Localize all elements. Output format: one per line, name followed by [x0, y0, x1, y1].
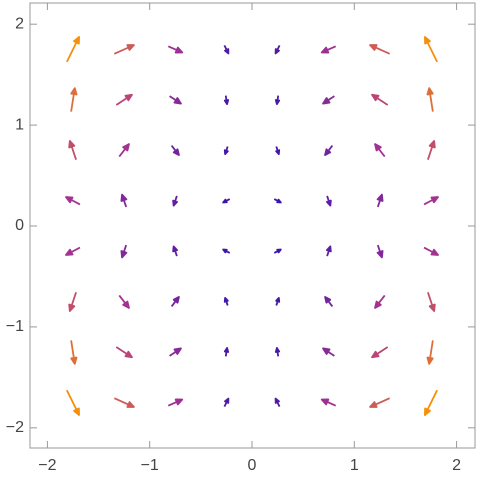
y-tick-label: −1 — [6, 318, 24, 335]
vector-arrow — [118, 294, 130, 309]
vector-arrow — [324, 145, 334, 156]
vector-arrow — [223, 44, 230, 55]
vector-arrow — [223, 95, 230, 105]
vector-arrow — [374, 143, 386, 158]
x-tick-label: 1 — [350, 457, 359, 474]
vector-arrow — [223, 146, 229, 156]
vector-arrow — [426, 87, 434, 112]
vector-arrow — [120, 193, 128, 208]
vector-arrow — [371, 346, 389, 359]
vector-arrow — [222, 248, 231, 254]
vector-arrow — [223, 347, 230, 357]
vector-arrow — [369, 44, 391, 55]
vector-arrow — [274, 95, 281, 105]
vector-arrow — [326, 245, 332, 257]
x-tick-label: 2 — [452, 457, 461, 474]
vector-arrow — [113, 397, 135, 408]
vector-arrow — [427, 292, 436, 312]
vector-arrow — [275, 146, 281, 156]
vector-arrow — [167, 398, 184, 407]
vector-arrow — [65, 196, 81, 206]
vector-arrow — [172, 195, 178, 207]
vector-arrow — [274, 397, 281, 408]
vector-arrow — [115, 93, 133, 106]
vector-arrow — [172, 245, 178, 257]
vector-arrow — [326, 195, 332, 207]
vector-arrow — [170, 296, 180, 307]
vector-arrow — [275, 296, 281, 306]
vector-arrow — [423, 246, 439, 256]
vector-arrow — [167, 45, 184, 54]
vector-arrow — [113, 44, 135, 55]
vector-arrow — [371, 93, 389, 106]
vector-arrow — [273, 198, 282, 204]
vector-arrow — [376, 193, 384, 208]
vector-arrow — [423, 389, 438, 416]
vector-arrow — [118, 143, 130, 158]
y-tick-label: 1 — [15, 116, 24, 133]
vector-arrow — [66, 389, 80, 416]
vector-arrow — [320, 398, 337, 407]
vector-arrow — [68, 140, 77, 160]
x-tick-label: −2 — [38, 457, 56, 474]
vector-arrow — [324, 296, 334, 307]
vector-arrow — [222, 198, 231, 204]
vector-arrow — [376, 244, 384, 259]
vector-arrow — [322, 95, 335, 105]
vector-arrow — [374, 294, 386, 309]
vector-arrow — [427, 140, 436, 160]
vector-arrow — [169, 95, 182, 105]
vector-arrow — [274, 347, 281, 357]
vector-arrow — [68, 292, 77, 312]
vector-arrow — [320, 45, 337, 54]
vector-arrow — [369, 397, 391, 408]
plot-frame — [29, 2, 476, 449]
vector-arrow — [70, 340, 78, 365]
x-tick-label: −1 — [141, 457, 159, 474]
vector-arrow — [423, 36, 438, 63]
vector-arrow — [223, 296, 229, 306]
vector-arrow — [66, 36, 80, 63]
vector-arrow — [223, 397, 230, 408]
y-tick-label: −2 — [6, 419, 24, 436]
vector-arrow — [70, 87, 78, 112]
x-tick-label: 0 — [248, 457, 257, 474]
vector-arrow — [423, 196, 439, 206]
vector-arrow — [115, 346, 133, 359]
vector-arrow — [170, 145, 180, 156]
vector-arrow — [273, 248, 282, 254]
y-tick-label: 2 — [15, 15, 24, 32]
vector-arrow — [322, 347, 335, 357]
vector-arrow — [169, 347, 182, 357]
y-tick-label: 0 — [15, 217, 24, 234]
vector-arrow — [65, 246, 81, 256]
vector-arrow — [274, 44, 281, 55]
vector-arrow — [426, 340, 434, 365]
vector-arrow — [120, 244, 128, 259]
